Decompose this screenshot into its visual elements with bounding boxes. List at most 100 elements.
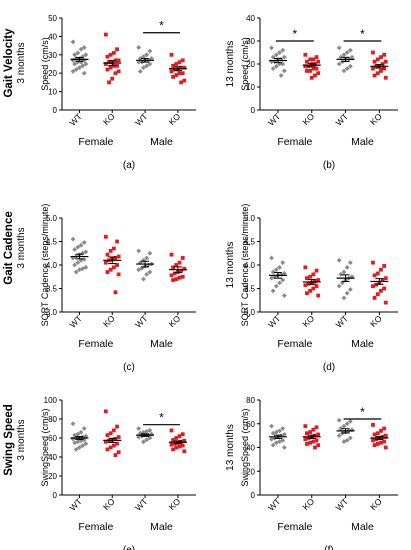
panel-side-title: 13 months bbox=[225, 41, 236, 88]
data-point-ko bbox=[177, 71, 182, 76]
data-point-ko bbox=[372, 59, 377, 64]
y-axis-label: Speed (cm/s) bbox=[240, 37, 250, 91]
data-point-wt bbox=[270, 430, 276, 436]
data-point-wt bbox=[75, 50, 81, 56]
data-point-wt bbox=[347, 260, 353, 266]
data-point-ko bbox=[116, 450, 121, 455]
data-point-ko bbox=[305, 291, 309, 296]
data-point-wt bbox=[141, 276, 146, 282]
data-point-wt bbox=[83, 441, 89, 447]
data-point-ko bbox=[116, 58, 121, 63]
data-point-wt bbox=[77, 65, 82, 71]
group-label: Female bbox=[277, 136, 312, 148]
data-point-wt bbox=[336, 257, 342, 263]
x-tick-label: KO bbox=[368, 313, 384, 329]
row-label-bold-1: Gait Cadence bbox=[3, 211, 15, 285]
x-tick-label: WT bbox=[133, 496, 149, 512]
group-label: Female bbox=[78, 521, 113, 533]
row-label-bold-0: Gait Velocity bbox=[3, 28, 15, 98]
data-point-ko bbox=[303, 283, 308, 288]
data-point-ko bbox=[314, 284, 319, 289]
y-tick-label: 3.5 bbox=[46, 285, 58, 294]
x-tick-label: KO bbox=[101, 313, 117, 329]
data-point-ko bbox=[311, 272, 316, 277]
data-point-wt bbox=[341, 295, 347, 301]
data-point-ko bbox=[115, 424, 119, 429]
data-point-wt bbox=[280, 47, 286, 53]
data-point-ko bbox=[103, 32, 108, 37]
x-tick-label: WT bbox=[133, 313, 149, 329]
data-point-ko bbox=[379, 55, 383, 59]
data-point-ko bbox=[382, 264, 387, 268]
data-point-wt bbox=[149, 56, 154, 61]
data-point-wt bbox=[81, 240, 87, 245]
data-point-ko bbox=[382, 426, 387, 431]
data-point-ko bbox=[108, 52, 113, 57]
data-point-wt bbox=[269, 255, 274, 261]
y-tick-label: 80 bbox=[48, 415, 57, 424]
data-point-ko bbox=[383, 75, 388, 80]
data-point-ko bbox=[375, 71, 380, 76]
data-point-wt bbox=[70, 68, 76, 74]
data-point-ko bbox=[182, 266, 187, 271]
data-point-ko bbox=[180, 256, 185, 260]
x-tick-label: KO bbox=[167, 496, 183, 512]
data-point-wt bbox=[73, 447, 79, 452]
data-point-ko bbox=[103, 439, 108, 444]
data-point-ko bbox=[177, 444, 182, 449]
data-point-wt bbox=[347, 287, 353, 292]
y-tick-label: 60 bbox=[48, 434, 57, 443]
data-point-wt bbox=[73, 269, 79, 275]
data-point-ko bbox=[115, 239, 119, 244]
data-point-ko bbox=[174, 62, 179, 66]
data-point-ko bbox=[380, 278, 385, 282]
x-tick-label: WT bbox=[334, 111, 350, 127]
y-tick-label: 5.0 bbox=[46, 214, 58, 223]
panel-label: (a) bbox=[123, 160, 135, 171]
data-point-ko bbox=[314, 66, 319, 71]
data-point-ko bbox=[171, 74, 176, 79]
data-point-wt bbox=[136, 248, 142, 254]
data-point-wt bbox=[269, 436, 274, 442]
data-point-ko bbox=[383, 433, 388, 438]
data-point-wt bbox=[83, 249, 89, 255]
data-point-ko bbox=[371, 438, 375, 443]
x-tick-label: WT bbox=[266, 496, 282, 512]
y-tick-label: 30 bbox=[246, 37, 255, 46]
data-point-wt bbox=[80, 443, 86, 448]
data-point-ko bbox=[308, 440, 313, 445]
data-point-wt bbox=[75, 439, 81, 445]
row-label-sub-2: 3 months bbox=[16, 419, 27, 460]
data-point-wt bbox=[273, 63, 279, 69]
row-label-sub-1: 3 months bbox=[16, 227, 27, 268]
data-point-wt bbox=[144, 63, 150, 69]
data-point-ko bbox=[105, 54, 110, 59]
data-point-wt bbox=[347, 47, 353, 53]
group-label: Male bbox=[351, 136, 374, 148]
data-point-wt bbox=[77, 445, 82, 450]
data-point-ko bbox=[113, 71, 118, 76]
data-point-ko bbox=[115, 441, 119, 446]
data-point-ko bbox=[375, 271, 380, 276]
data-point-ko bbox=[303, 424, 308, 429]
y-tick-label: 40 bbox=[246, 14, 255, 23]
data-point-ko bbox=[316, 278, 321, 282]
data-point-ko bbox=[171, 438, 176, 442]
significance-star: * bbox=[360, 27, 365, 41]
x-tick-label: WT bbox=[67, 496, 83, 512]
data-point-ko bbox=[172, 67, 177, 72]
significance-star: * bbox=[159, 411, 164, 425]
data-point-ko bbox=[177, 275, 182, 280]
data-point-ko bbox=[375, 57, 380, 62]
data-point-wt bbox=[136, 426, 142, 431]
data-point-ko bbox=[308, 274, 313, 279]
data-point-ko bbox=[113, 256, 118, 260]
x-tick-label: KO bbox=[368, 496, 384, 512]
data-point-wt bbox=[145, 262, 151, 268]
data-point-ko bbox=[180, 58, 185, 63]
data-point-wt bbox=[72, 247, 78, 252]
data-point-wt bbox=[80, 250, 86, 256]
data-point-ko bbox=[379, 288, 383, 293]
y-tick-label: 4.5 bbox=[244, 238, 256, 247]
